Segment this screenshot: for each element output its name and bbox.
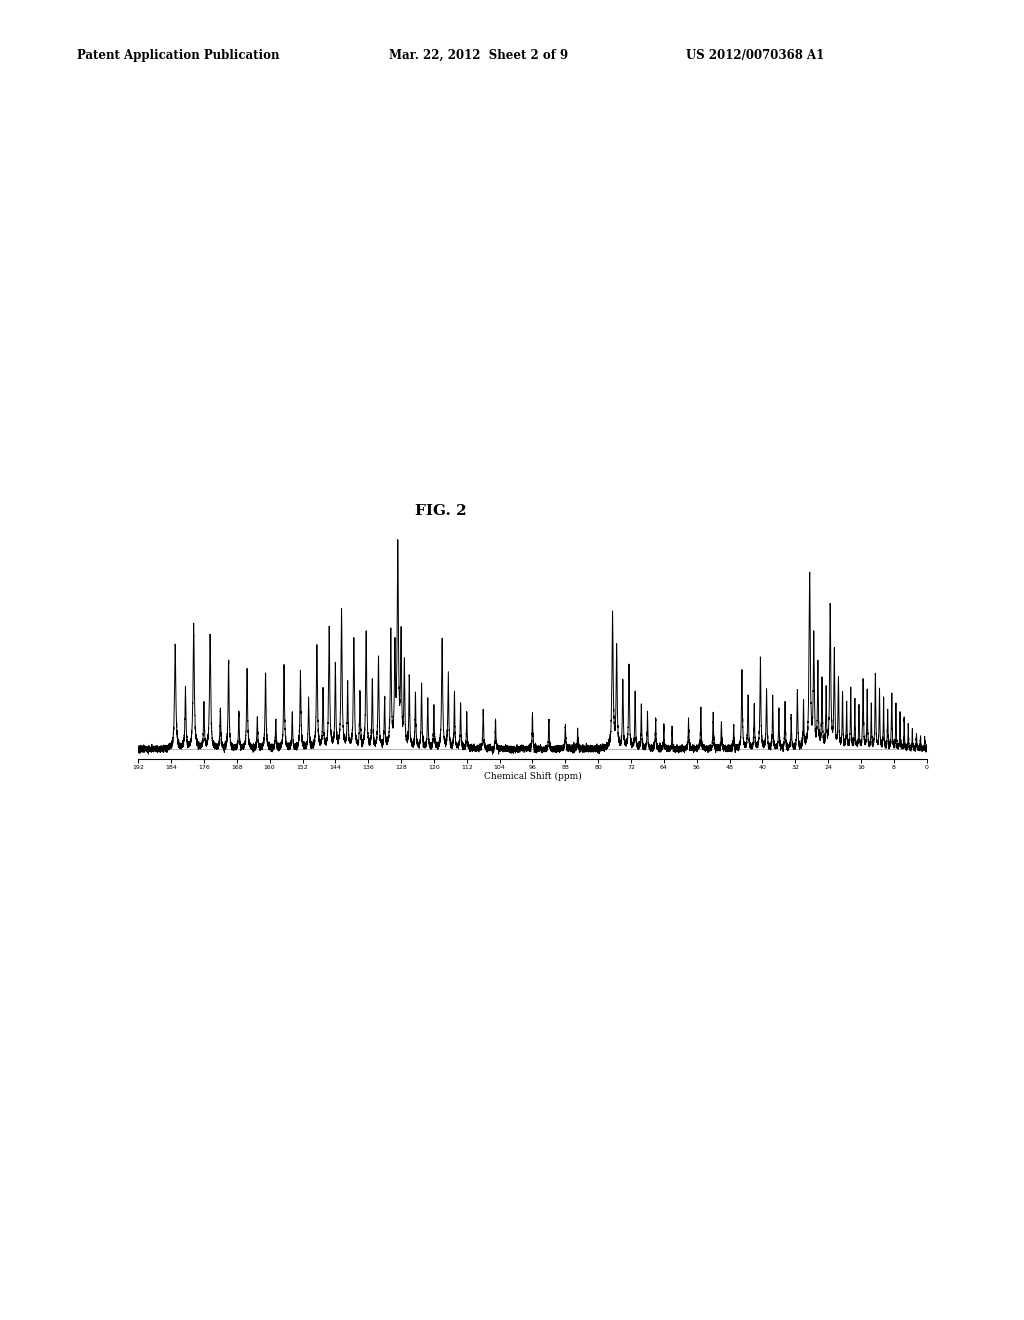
Text: Mar. 22, 2012  Sheet 2 of 9: Mar. 22, 2012 Sheet 2 of 9 (389, 49, 568, 62)
Text: FIG. 2: FIG. 2 (415, 504, 466, 519)
Text: US 2012/0070368 A1: US 2012/0070368 A1 (686, 49, 824, 62)
X-axis label: Chemical Shift (ppm): Chemical Shift (ppm) (483, 772, 582, 781)
Text: Patent Application Publication: Patent Application Publication (77, 49, 280, 62)
